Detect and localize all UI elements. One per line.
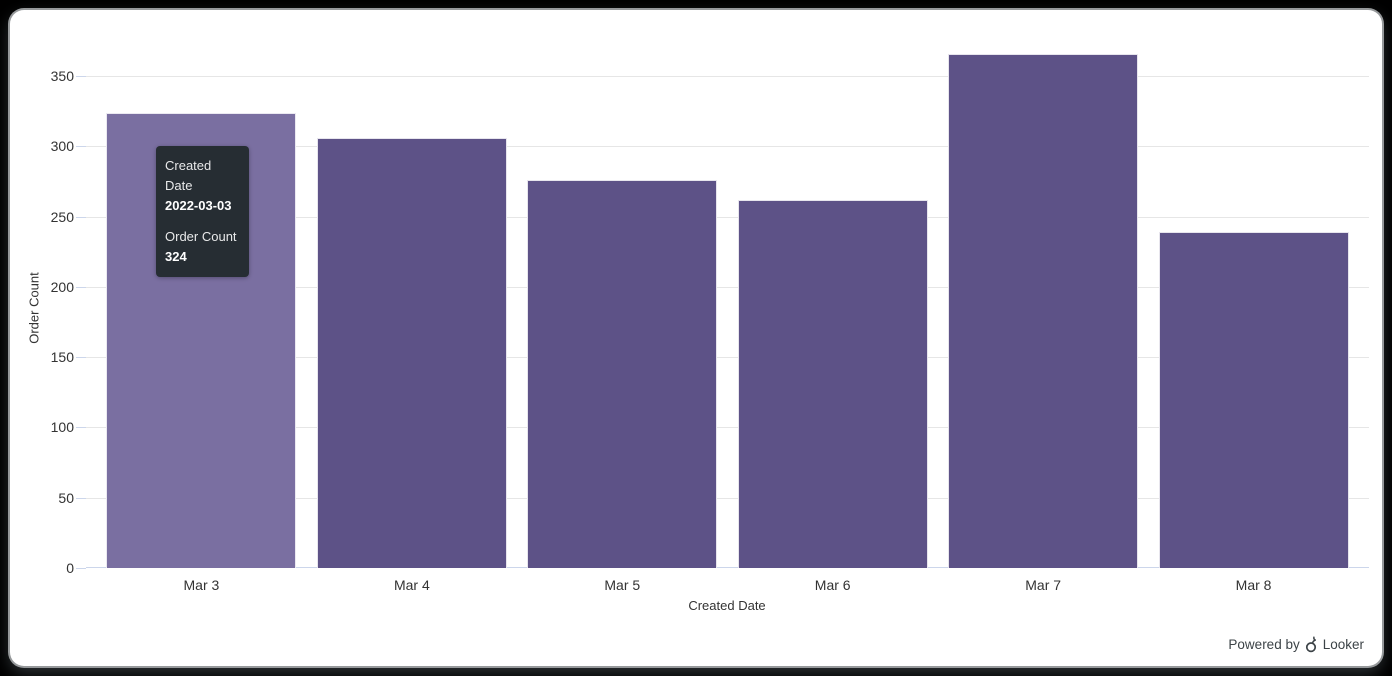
x-axis-line xyxy=(86,567,1369,568)
gridline xyxy=(86,497,1369,499)
x-axis-tick-label: Mar 5 xyxy=(604,577,641,593)
y-axis-tick-label: 50 xyxy=(58,489,74,506)
gridline xyxy=(86,216,1369,218)
looker-logo-icon xyxy=(1304,636,1319,653)
tooltip-dimension: Created Date 2022-03-03 xyxy=(165,156,240,216)
bar-mar-5[interactable] xyxy=(527,180,718,568)
bar-mar-6[interactable] xyxy=(737,199,928,568)
bar-mar-4[interactable] xyxy=(316,137,507,568)
tooltip-measure: Order Count 324 xyxy=(165,227,240,267)
y-axis-tick xyxy=(76,427,86,429)
looker-brand-text: Looker xyxy=(1322,637,1364,652)
gridline xyxy=(86,357,1369,359)
x-axis-tick-label: Mar 6 xyxy=(814,577,851,593)
y-axis-tick xyxy=(76,357,86,359)
bar-mar-8[interactable] xyxy=(1158,232,1349,568)
tooltip-measure-label: Order Count xyxy=(165,229,237,244)
powered-by-text: Powered by xyxy=(1228,637,1300,652)
y-axis-tick xyxy=(76,286,86,288)
y-axis-tick-label: 200 xyxy=(50,278,74,295)
chart-card: 0 50 100 150 200 250 300 350 Mar 3 Mar 4 Mar 5 Mar… xyxy=(10,10,1382,666)
tooltip-dimension-value: 2022-03-03 xyxy=(165,198,232,213)
y-axis-tick xyxy=(76,216,86,218)
plot-area xyxy=(86,48,1369,568)
x-axis-tick-label: Mar 8 xyxy=(1235,577,1272,593)
gridline xyxy=(86,146,1369,148)
powered-by-looker-link[interactable]: Powered by Looker xyxy=(1228,636,1364,653)
gridline xyxy=(86,76,1369,78)
y-axis-tick-label: 150 xyxy=(50,349,74,366)
gridline xyxy=(86,286,1369,288)
tooltip-measure-value: 324 xyxy=(165,249,187,264)
tooltip-dimension-label: Created Date xyxy=(165,158,212,193)
y-axis-title: Order Count xyxy=(26,272,42,344)
y-axis-tick xyxy=(76,146,86,148)
y-axis-tick-label: 300 xyxy=(50,138,74,155)
x-axis-tick-label: Mar 4 xyxy=(393,577,430,593)
y-axis-tick xyxy=(76,497,86,499)
y-axis-tick xyxy=(76,568,86,569)
gridline xyxy=(86,427,1369,429)
bar-mar-7[interactable] xyxy=(948,53,1139,568)
y-axis-tick-label: 250 xyxy=(50,208,74,225)
y-axis-tick-label: 0 xyxy=(66,560,74,576)
x-axis-tick-label: Mar 7 xyxy=(1025,577,1062,593)
y-axis-tick-label: 100 xyxy=(50,419,74,436)
x-axis-tick-label: Mar 3 xyxy=(183,577,220,593)
y-axis-tick-label: 350 xyxy=(50,68,74,85)
tooltip: Created Date 2022-03-03 Order Count 324 xyxy=(156,146,249,277)
y-axis-tick xyxy=(76,76,86,78)
x-axis-title: Created Date xyxy=(688,598,766,613)
